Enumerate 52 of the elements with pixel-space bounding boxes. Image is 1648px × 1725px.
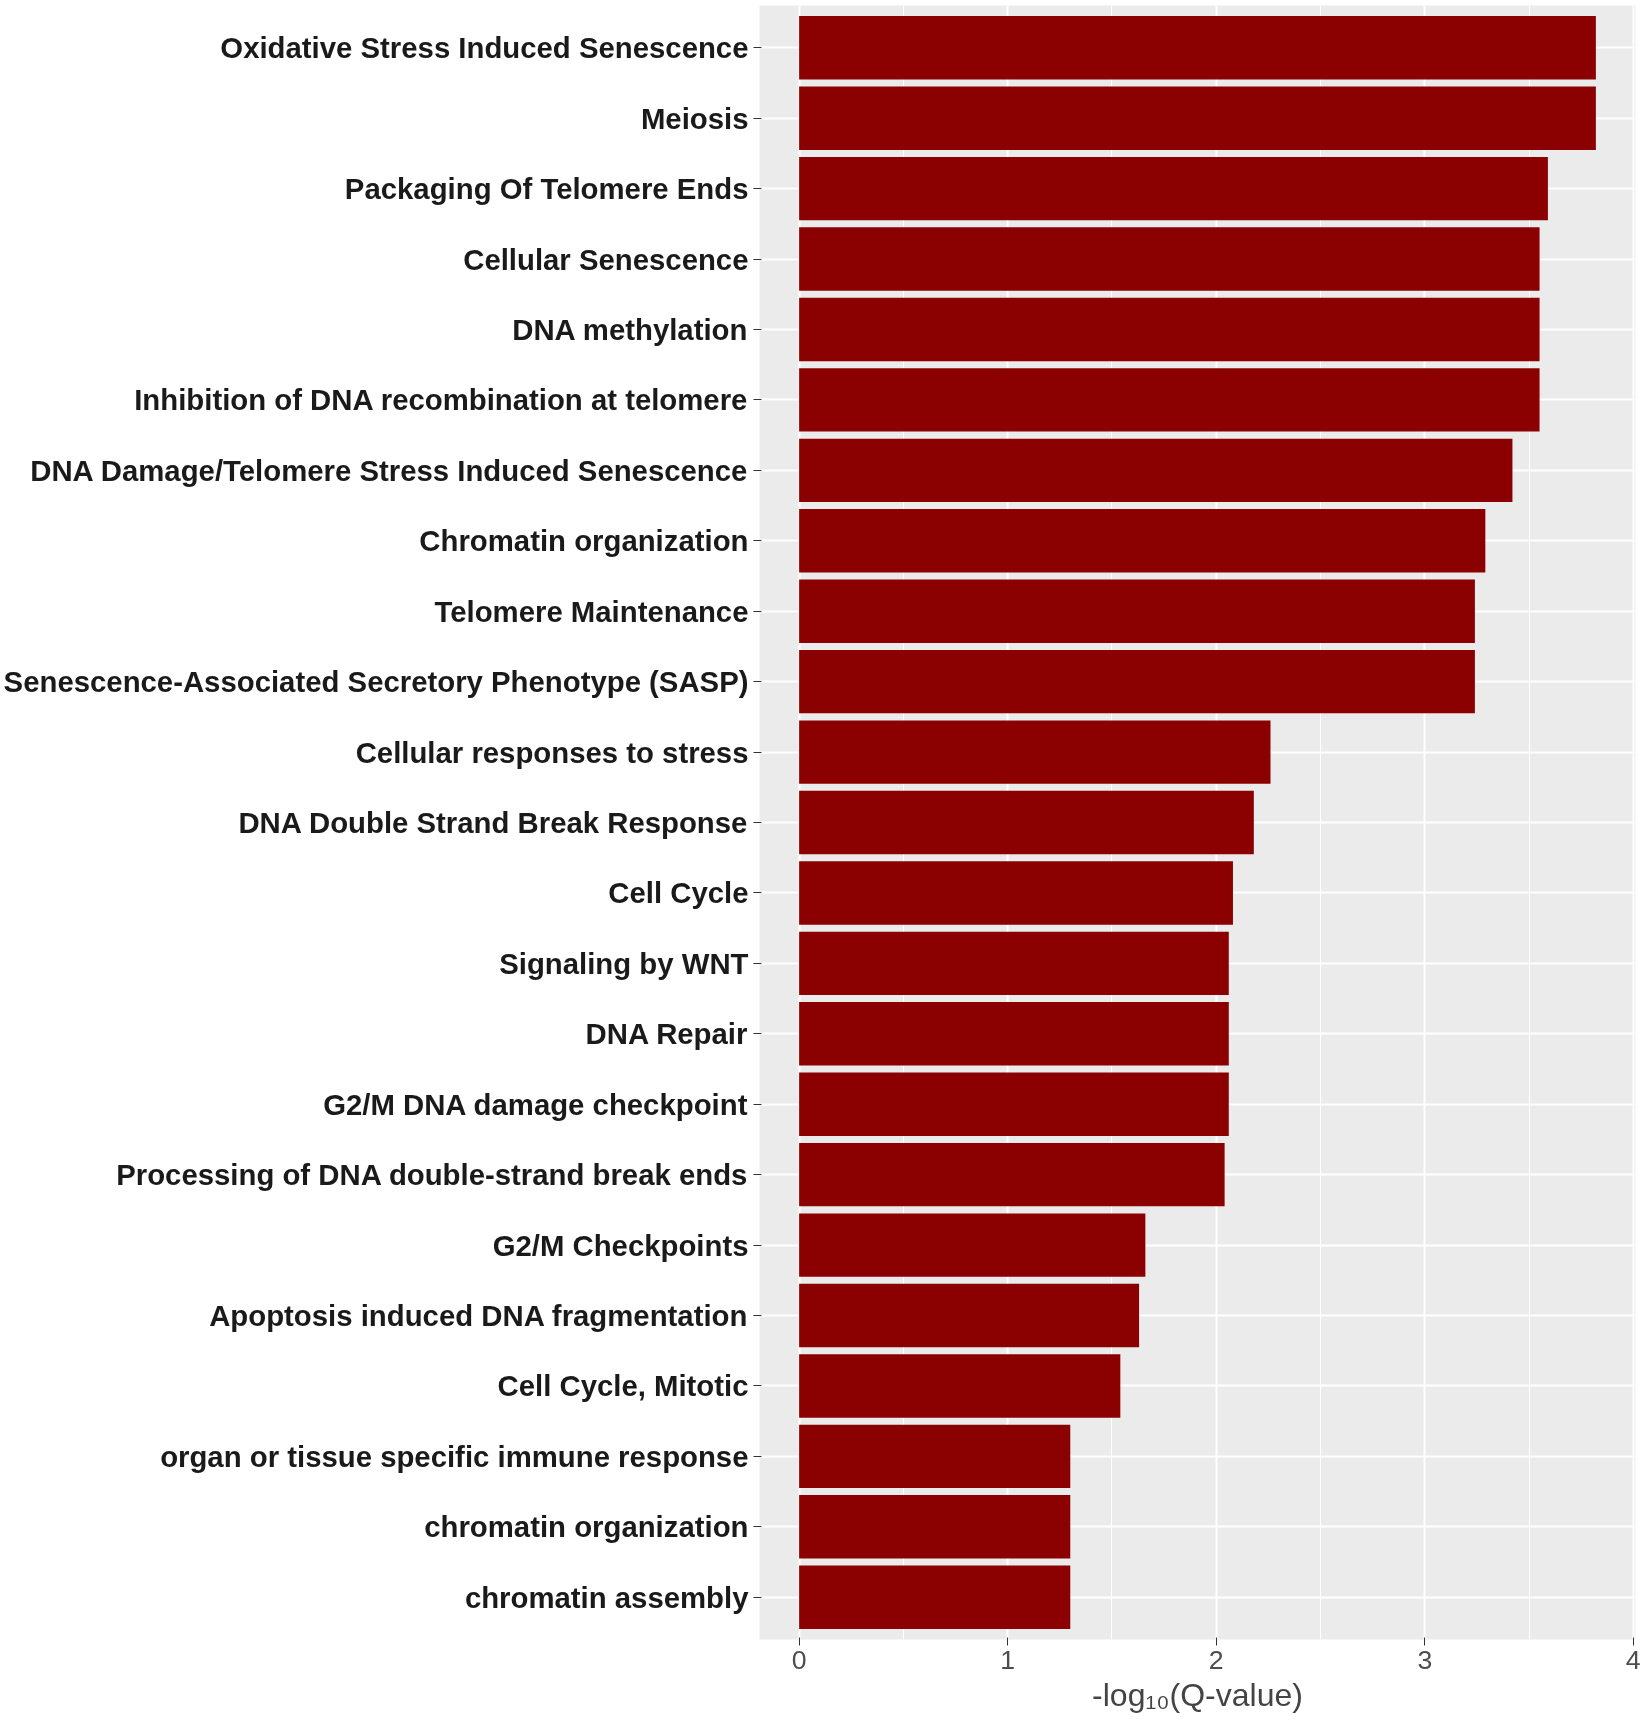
bar <box>799 1495 1071 1559</box>
bar <box>799 1354 1121 1418</box>
bar <box>799 438 1513 503</box>
y-tick-label: DNA methylation <box>512 312 748 346</box>
bar <box>799 509 1486 573</box>
bar <box>799 790 1254 855</box>
x-tick-label: 0 <box>791 1644 807 1675</box>
bar <box>799 1072 1229 1136</box>
y-tick-label: Cell Cycle, Mitotic <box>497 1369 749 1403</box>
y-tick-label: DNA Double Strand Break Response <box>238 806 748 839</box>
bar <box>799 368 1540 432</box>
bar <box>799 1565 1071 1629</box>
bar <box>799 1424 1071 1489</box>
y-tick-label: Apoptosis induced DNA fragmentation <box>209 1299 748 1333</box>
bar <box>799 1213 1146 1277</box>
bar <box>799 1283 1140 1348</box>
x-tick-label: 1 <box>1000 1644 1016 1675</box>
y-tick-label: Cellular responses to stress <box>355 735 749 769</box>
bar <box>799 297 1540 362</box>
bar <box>799 227 1540 291</box>
bar <box>799 1002 1229 1066</box>
bar <box>799 16 1596 80</box>
x-axis-title: -log₁₀(Q-value) <box>1092 1676 1303 1713</box>
y-tick-label: G2/M Checkpoints <box>492 1228 749 1262</box>
y-tick-label: Meiosis <box>640 101 749 135</box>
y-tick-label: Signaling by WNT <box>499 946 749 980</box>
y-tick-label: Telomere Maintenance <box>434 594 749 628</box>
x-tick-label: 2 <box>1208 1644 1224 1675</box>
bar <box>799 579 1475 643</box>
y-tick-label: Processing of DNA double-strand break ends <box>116 1158 748 1192</box>
y-tick-label: chromatin organization <box>424 1510 749 1544</box>
x-tick-label: 4 <box>1625 1644 1641 1675</box>
bar <box>799 649 1475 714</box>
bar <box>799 720 1271 784</box>
y-tick-label: Cellular Senescence <box>463 242 749 276</box>
y-tick-label: organ or tissue specific immune response <box>160 1439 749 1473</box>
y-tick-label: chromatin assembly <box>464 1580 750 1614</box>
bar <box>799 86 1596 150</box>
y-tick-label: G2/M DNA damage checkpoint <box>323 1087 748 1121</box>
bar <box>799 861 1233 925</box>
y-tick-label: Inhibition of DNA recombination at telomere <box>134 383 748 417</box>
y-tick-label: Chromatin organization <box>419 524 749 558</box>
bar <box>799 156 1548 221</box>
x-tick-label: 3 <box>1417 1644 1433 1675</box>
y-tick-label: Packaging Of Telomere Ends <box>344 172 749 206</box>
y-tick-label: DNA Damage/Telomere Stress Induced Senescence <box>30 453 748 487</box>
y-tick-label: DNA Repair <box>585 1017 748 1051</box>
y-tick-label: Senescence-Associated Secretory Phenotype (SASP) <box>3 665 749 699</box>
bar <box>799 1142 1225 1207</box>
y-tick-label: Oxidative Stress Induced Senescence <box>220 31 749 65</box>
bar <box>799 931 1229 996</box>
y-tick-label: Cell Cycle <box>608 876 749 910</box>
